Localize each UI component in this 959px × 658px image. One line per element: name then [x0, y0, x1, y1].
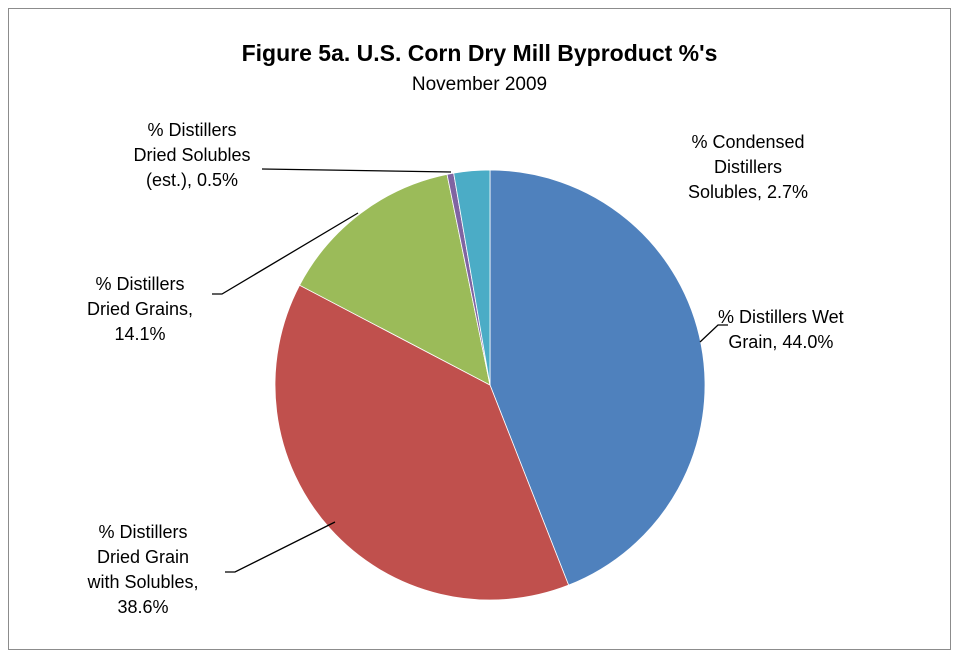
pie-slice-wet-grain	[489, 169, 706, 586]
pie-slice-dried-grain-with-solubles	[274, 284, 570, 601]
label-distillers-wet-grain: % Distillers Wet Grain, 44.0%	[718, 307, 844, 352]
chart-title: Figure 5a. U.S. Corn Dry Mill Byproduct …	[241, 40, 718, 66]
label-distillers-dried-grains: % Distillers Dried Grains, 14.1%	[86, 274, 194, 344]
label-distillers-dried-solubles: % Distillers Dried Solubles (est.), 0.5%	[133, 120, 251, 190]
leader-line-dried-solubles	[261, 168, 452, 173]
leader-line-wet-grain	[699, 324, 728, 343]
chart-subtitle: November 2009	[411, 74, 548, 95]
leader-line-dried-grain-with-solubles	[225, 521, 336, 573]
label-distillers-dried-grain-with-solubles: % Distillers Dried Grain with Solubles, …	[87, 522, 199, 617]
leader-line-dried-grains	[212, 212, 359, 295]
label-condensed-distillers-solubles: % Condensed Distillers Solubles, 2.7%	[687, 132, 809, 202]
pie-slice-dried-grains	[299, 173, 491, 386]
pie-slice-condensed-solubles	[453, 169, 491, 386]
